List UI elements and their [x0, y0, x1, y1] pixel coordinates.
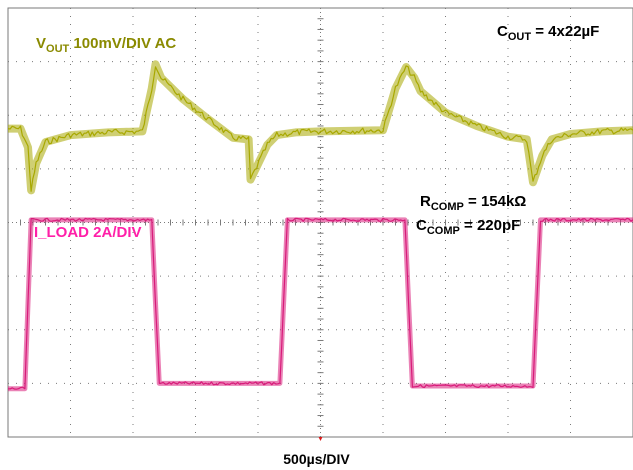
cout-annotation: COUT = 4x22µF: [497, 23, 600, 43]
traces: [7, 60, 633, 392]
iload-trace-label: I_LOAD 2A/DIV: [34, 224, 142, 241]
rcomp-annotation: RCOMP = 154kΩ: [420, 193, 527, 213]
vout-trace-label: VOUT 100mV/DIV AC: [36, 35, 177, 55]
trace-line-i_load: [7, 217, 633, 390]
x-axis-label: 500µs/DIV: [283, 451, 350, 467]
graticule-grid: [7, 7, 633, 441]
ccomp-annotation: CCOMP = 220pF: [416, 217, 521, 237]
trace-line-v_out: [7, 65, 633, 192]
trigger-marker-icon: [318, 437, 323, 441]
